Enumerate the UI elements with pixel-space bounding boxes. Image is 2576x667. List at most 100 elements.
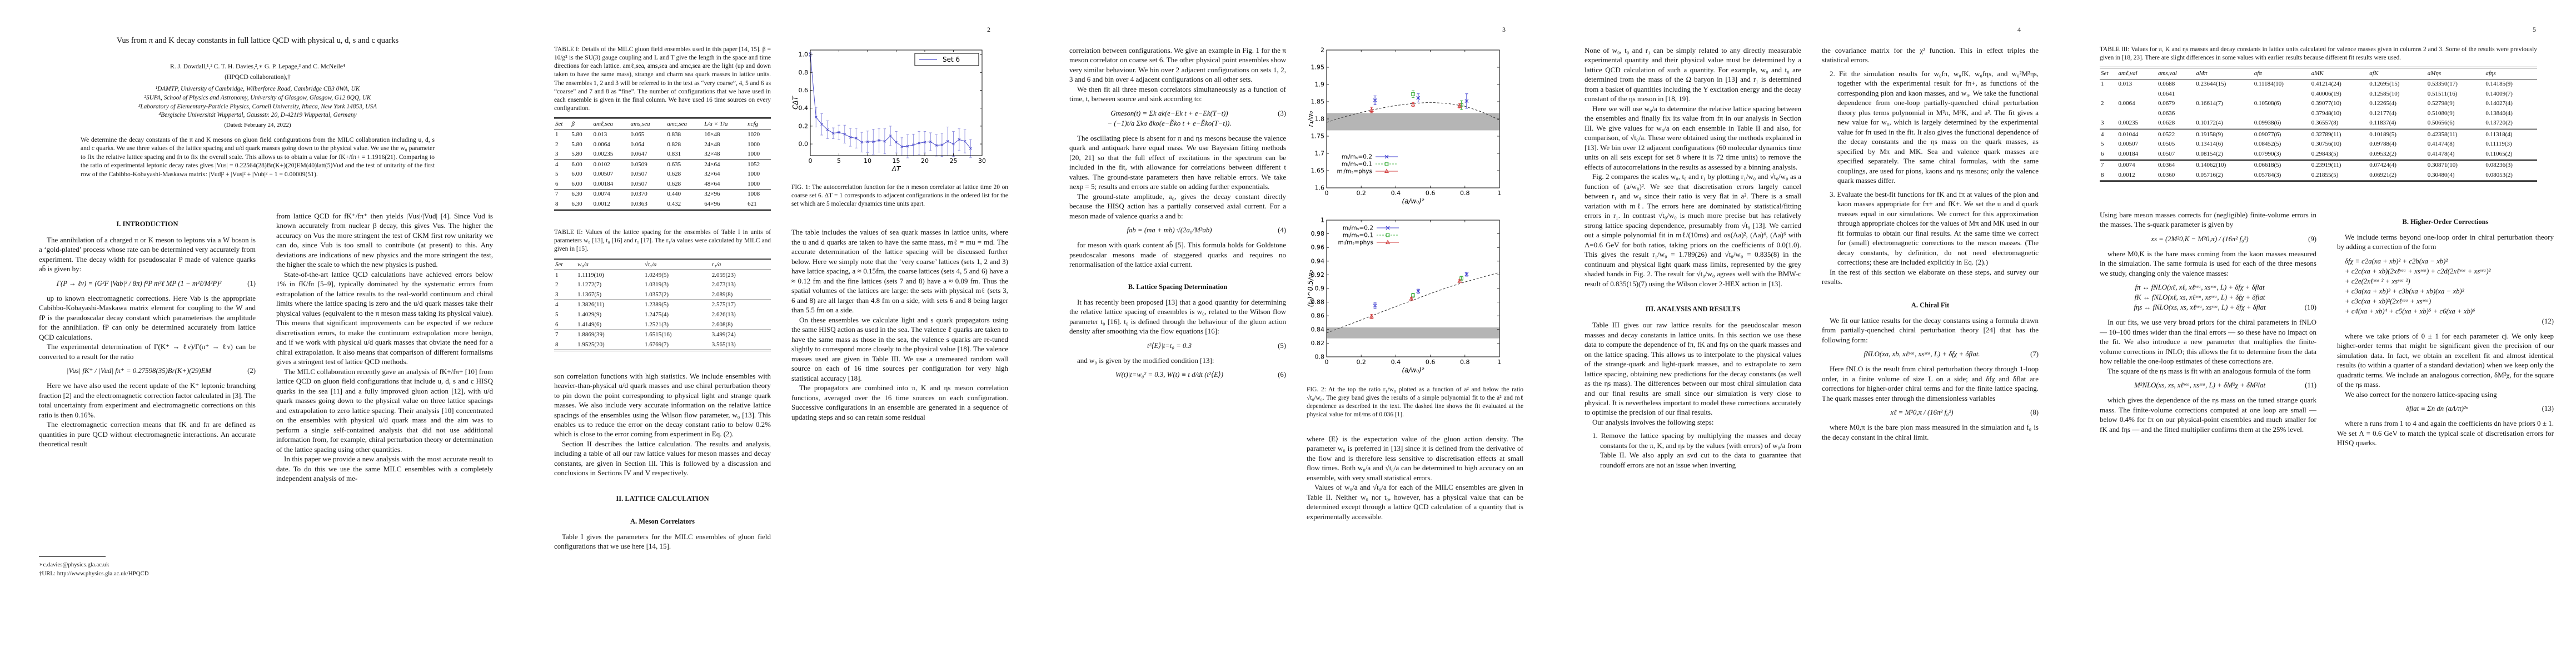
table-cell: 0.37948(10) xyxy=(2311,109,2341,117)
table-cell: 0.00184 xyxy=(593,180,614,187)
equation-body: fNLO(xa, xb, xℓˢᵉᵃ, xsˢᵉᵃ, L) + δfχ + δf… xyxy=(1864,350,1980,359)
table-cell: 0.53350(17) xyxy=(2427,81,2458,88)
page1-left-column: I. INTRODUCTION The annihilation of a cha… xyxy=(39,211,256,578)
affiliation-line: ¹DAMTP, University of Cambridge, Wilberf… xyxy=(155,86,360,92)
equation-body: + c3a(xa + xb)³ + c3b(xa + xb)(xa − xb)² xyxy=(2345,287,2464,295)
table-cell: 2.089(8) xyxy=(711,291,733,298)
table-cell: 1.1367(5) xyxy=(577,291,602,298)
table-cell: 1000 xyxy=(748,180,760,187)
caption: FIG. 2: At the top the ratio r₁/w₀ plott… xyxy=(1307,386,1523,419)
page-4: 4 None of w₀, t₀ and r₁ can be simply re… xyxy=(1546,0,2061,667)
table-cell: 0.16614(7) xyxy=(2196,100,2223,107)
table-header-row: Set β amℓ,sea ams,sea amc,sea L/a × T/a ncfg xyxy=(554,118,771,130)
figure-2-bottom-plot: 0 0.2 0.4 0.6 0.8 1 0.8 0.82 0.84 0.86 0.88 0.9 0.92… xyxy=(1307,217,1502,374)
equation-number: (7) xyxy=(2030,350,2039,359)
page-3: 3 correlation between configurations. We… xyxy=(1030,0,1546,667)
equation-body: W(t)|t=w₀² = 0.3, W(t) ≡ t d/dt (t²⟨E⟩) xyxy=(1115,371,1224,379)
caption: TABLE III: Values for π, K and ηs masses… xyxy=(2100,46,2537,62)
column-header: Set xyxy=(2100,67,2117,79)
equation-number: (10) xyxy=(2304,303,2316,312)
table-cell: 1 xyxy=(555,131,559,138)
table-cell: 0.13840(4) xyxy=(2485,109,2513,117)
page3-left-column: correlation between configurations. We g… xyxy=(1069,46,1286,660)
equation-body: fπ ↔ fNLO(xℓ, xℓ, xℓˢᵉᵃ, xsˢᵉᵃ, L) + δfχ… xyxy=(2135,283,2265,292)
table-cell: 0.0641 xyxy=(2158,90,2175,97)
table-cell: 0.0628 xyxy=(2158,120,2175,127)
table-cell: 0.0522 xyxy=(2156,128,2195,140)
column-header: ams,val xyxy=(2156,67,2195,79)
table-cell: 3 xyxy=(555,151,559,158)
table-cell: 0.41474(8) xyxy=(2427,141,2455,148)
table-cell: 0.10508(6) xyxy=(2254,100,2281,107)
table-cell: 1008 xyxy=(746,188,771,200)
table-row: 0.0636 0.37948(10) 0.12177(4) 0.51080(9) 0.1… xyxy=(2100,108,2537,118)
table-row: 6 1.4149(6) 1.2521(3) 2.608(8) xyxy=(554,320,771,330)
svg-text:0: 0 xyxy=(1325,359,1329,366)
table-cell: 0.064 xyxy=(630,141,645,148)
column-header: Set xyxy=(554,258,577,271)
svg-text:(a/w₀)²: (a/w₀)² xyxy=(1402,366,1424,374)
paragraph: We then fit all three meson correlators … xyxy=(1069,84,1286,103)
svg-text:(a/w₀)²: (a/w₀)² xyxy=(1402,197,1424,205)
table-row: 5 0.00507 0.0505 0.13414(6) 0.08452(5) 0.3075… xyxy=(2100,140,2537,150)
table-cell: 0.14009(7) xyxy=(2485,90,2513,97)
equation-body: δflat ≡ Σn dn (aΛ/π)²ⁿ xyxy=(2406,405,2468,413)
paragraph: We fit our lattice results for the decay… xyxy=(1822,316,2039,344)
table-row: 2 1.1272(7) 1.0319(3) 2.073(13) xyxy=(554,280,771,290)
table-cell: 0.0012 xyxy=(593,200,610,207)
table-cell: 0.628 xyxy=(667,180,681,187)
figure-2-top-plot: 0 0.2 0.4 0.6 0.8 1 1.6 1.65 1.7 1.75 1.8 1.85 1.9 1.… xyxy=(1307,47,1502,206)
equation-body: + c2c(xa + xb)(2xℓˢᵉᵃ + xsˢᵉᵃ) + c2d(2xℓ… xyxy=(2345,267,2491,275)
table-cell: 7 xyxy=(2100,158,2117,171)
svg-text:0.6: 0.6 xyxy=(799,87,809,94)
table-cell: 0.01044 xyxy=(2117,128,2157,140)
table-cell: 3.499(24) xyxy=(710,329,771,340)
svg-text:15: 15 xyxy=(893,157,900,165)
figure-1: 0 5 10 15 20 25 30 0.0 0.2 0.4 0.6 0.8 1.0 ΔT CΔT Set 6 xyxy=(791,46,1008,179)
table-cell xyxy=(2100,108,2117,118)
equation: δfχ ≡ c2a(xa + xb)² + c2b(xa − xb)² xyxy=(2337,257,2554,266)
table-row: 7 1.8869(39) 1.6515(16) 3.499(24) xyxy=(554,329,771,340)
table-cell: 0.0074 xyxy=(2117,158,2157,171)
table-cell: 0.10189(5) xyxy=(2368,128,2426,140)
equation: fπ ↔ fNLO(xℓ, xℓ, xℓˢᵉᵃ, xsˢᵉᵃ, L) + δfχ… xyxy=(2100,283,2316,292)
svg-text:mₗ/mₛ=0.2: mₗ/mₛ=0.2 xyxy=(1343,225,1373,232)
table-header-row: Set w₀/a √t₀/a r₁/a xyxy=(554,258,771,271)
page4-left-column: None of w₀, t₀ and r₁ can be simply rela… xyxy=(1585,46,1801,660)
table-row: 6 0.00184 0.0507 0.08154(2) 0.07990(3) 0.2984… xyxy=(2100,149,2537,160)
section-heading: III. ANALYSIS AND RESULTS xyxy=(1645,305,1741,313)
page5-left-column: Using bare meson masses corrects for (ne… xyxy=(2100,210,2316,660)
table-cell: 0.828 xyxy=(667,141,681,148)
spacer xyxy=(554,214,771,228)
paragraph: where ⟨E⟩ is the expectation value of th… xyxy=(1307,434,1523,482)
table-cell: 3 xyxy=(555,291,559,298)
column-header: aMπ xyxy=(2195,67,2253,79)
equation-body: + c3c(xa + xb)²(2xℓˢᵉᵃ + xsˢᵉᵃ) xyxy=(2345,297,2431,305)
column-header: w₀/a xyxy=(576,258,644,271)
table-cell: 0.12177(4) xyxy=(2369,109,2396,117)
table-cell: 2.059(23) xyxy=(711,271,736,278)
section-heading: II. LATTICE CALCULATION xyxy=(616,494,709,502)
paragraph: Here we have also used the recent update… xyxy=(39,381,256,419)
svg-text:0.8: 0.8 xyxy=(1315,354,1325,361)
table-cell: 5.80 xyxy=(571,151,582,158)
paragraph: where we take priors of 0 ± 1 for each p… xyxy=(2337,331,2554,389)
table-cell: 1.2475(4) xyxy=(644,311,669,318)
table-cell: 0.11318(4) xyxy=(2484,128,2537,140)
table-row: 8 6.30 0.0012 0.0363 0.432 64×96 621 xyxy=(554,199,771,210)
page5-fullwidth-table: TABLE III: Values for π, K and ηs masses… xyxy=(2100,46,2537,185)
table-cell: 6.00 xyxy=(571,180,582,187)
paragraph: where M0,K is the bare mass coming from … xyxy=(2100,249,2316,277)
equation: W(t)|t=w₀² = 0.3, W(t) ≡ t d/dt (t²⟨E⟩) (… xyxy=(1069,371,1286,379)
table-cell: 0.0064 xyxy=(593,141,610,148)
equation: + c2c(xa + xb)(2xℓˢᵉᵃ + xsˢᵉᵃ) + c2d(2xℓ… xyxy=(2337,267,2554,276)
table-cell: 0.628 xyxy=(667,171,681,178)
table-cell: 0.0679 xyxy=(2158,100,2175,107)
affiliation-line: ²SUPA, School of Physics and Astronomy, … xyxy=(144,94,371,101)
paragraph: Fig. 2 compares the scales w₀, t₀ and r₁… xyxy=(1585,172,1801,288)
table-cell: 0.00235 xyxy=(593,151,614,158)
table-cell: 8 xyxy=(2101,171,2104,178)
page-2: 2 TABLE I: Details of the MILC gluon fie… xyxy=(515,0,1030,667)
table-block: Set β amℓ,sea ams,sea amc,sea L/a × T/a ncfg 1 5… xyxy=(554,117,771,213)
column-header: ams,sea xyxy=(629,118,666,130)
